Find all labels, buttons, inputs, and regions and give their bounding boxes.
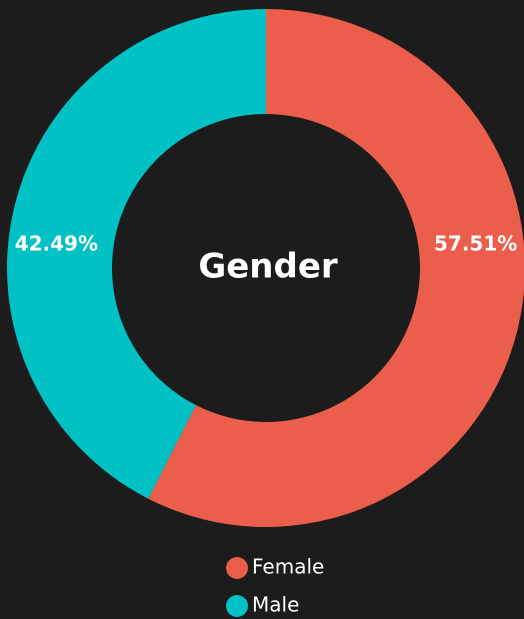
legend-label: Male <box>252 593 299 617</box>
value-label: 57.51% <box>434 232 517 256</box>
legend-marker <box>226 557 248 579</box>
chart-title: Gender <box>198 247 338 287</box>
donut-slice <box>6 9 267 499</box>
value-label: 42.49% <box>15 232 98 256</box>
legend-marker <box>226 595 248 617</box>
donut-slice <box>148 9 524 527</box>
legend-label: Female <box>252 555 324 579</box>
